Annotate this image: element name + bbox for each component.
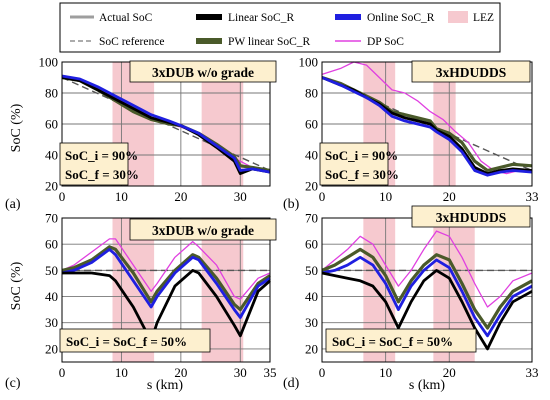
series-pw-linear-soc-r-c — [61, 245, 271, 312]
xlabel-bottom-left: s (km) — [147, 378, 184, 393]
xtick-label-c-30: 30 — [234, 365, 247, 380]
ytick-label-b-80: 80 — [305, 86, 318, 101]
ytick-label-a-80: 80 — [45, 86, 58, 101]
series-linear-soc-r-c — [62, 268, 271, 343]
ytick-label-b-40: 40 — [305, 148, 318, 163]
series-online-soc-r-b — [321, 76, 533, 177]
ylabel-bottom-left: SoC (%) — [9, 261, 24, 310]
panel-letter-d: (d) — [283, 376, 300, 391]
panel-a-ann1: SoC_i = 90% — [65, 148, 138, 163]
panel-c-title-box — [129, 218, 277, 241]
panel-d-annotations: 3xHDUDDS SoC_i = SoC_f = 50% — [325, 205, 531, 353]
ytick-label-b-100: 100 — [299, 55, 319, 70]
ytick-label-c-30: 30 — [45, 315, 58, 330]
ytick-label-d-70: 70 — [305, 211, 318, 226]
legend-label-linear: Linear SoC_R — [228, 12, 294, 24]
panel-letter-a: (a) — [5, 197, 21, 212]
xtick-label-c-10: 10 — [115, 365, 128, 380]
ylabel-top-left: SoC (%) — [9, 103, 24, 152]
legend-label-reference: SoC reference — [99, 36, 164, 48]
xtick-label-b-33: 33 — [526, 189, 539, 204]
panel-b-title: 3xHDUDDS — [436, 65, 507, 80]
ytick-label-d-30: 30 — [305, 315, 318, 330]
ytick-label-a-60: 60 — [45, 117, 58, 132]
legend-swatch-lez — [448, 11, 468, 23]
xtick-label-a-20: 20 — [174, 189, 187, 204]
panel-d-ann1: SoC_i = SoC_f = 50% — [332, 334, 453, 349]
xtick-label-a-0: 0 — [59, 189, 66, 204]
panel-d-title-box — [411, 205, 531, 228]
xtick-label-d-0: 0 — [319, 365, 326, 380]
xtick-label-b-20: 20 — [443, 189, 456, 204]
ytick-label-c-20: 20 — [45, 341, 58, 356]
panel-d-title: 3xHDUDDS — [436, 210, 507, 225]
series-dp-soc-c — [61, 238, 271, 300]
xtick-label-d-33: 33 — [526, 365, 539, 380]
panel-d-ann-box — [325, 328, 477, 353]
xtick-label-c-0: 0 — [59, 365, 66, 380]
xtick-label-d-10: 10 — [379, 365, 392, 380]
series-online-soc-r-d — [321, 255, 533, 338]
panel-a-title-box — [129, 60, 277, 83]
panel-letter-b: (b) — [283, 197, 300, 212]
legend-label-online: Online SoC_R — [367, 12, 435, 24]
xtick-label-d-20: 20 — [443, 365, 456, 380]
panel-d: 0 10 20 33 20 30 40 50 60 70 — [305, 211, 539, 381]
panel-a-ann2: SoC_f = 30% — [65, 167, 139, 182]
legend: Actual SoC Linear SoC_R Online SoC_R LEZ… — [59, 2, 501, 53]
xtick-label-b-0: 0 — [319, 189, 326, 204]
xlabel-bottom-right: s (km) — [409, 378, 446, 393]
ytick-label-c-70: 70 — [45, 211, 58, 226]
ytick-label-d-40: 40 — [305, 289, 318, 304]
ytick-label-b-20: 20 — [305, 179, 318, 194]
ytick-label-d-50: 50 — [305, 263, 318, 278]
xtick-label-c-35: 35 — [264, 365, 277, 380]
panel-b-ann1: SoC_i = 90% — [325, 148, 398, 163]
panel-b-title-box — [411, 60, 531, 83]
ytick-label-a-100: 100 — [39, 55, 59, 70]
ytick-label-a-40: 40 — [45, 148, 58, 163]
xtick-label-c-20: 20 — [174, 365, 187, 380]
ytick-label-a-20: 20 — [45, 179, 58, 194]
panel-a-ann-box — [59, 142, 129, 186]
panel-a-title: 3xDUB w/o grade — [152, 65, 254, 80]
legend-label-dp: DP SoC — [367, 36, 404, 48]
legend-box — [59, 2, 501, 53]
panel-b-ann-box — [319, 142, 389, 186]
panel-c-title: 3xDUB w/o grade — [152, 223, 254, 238]
ytick-label-c-60: 60 — [45, 237, 58, 252]
plot-frame-c — [61, 217, 271, 363]
panel-c-annotations: 3xDUB w/o grade SoC_i = SoC_f = 50% — [59, 218, 277, 353]
panel-b-annotations: 3xHDUDDS SoC_i = 90% SoC_f = 30% — [319, 60, 531, 186]
ytick-label-c-50: 50 — [45, 263, 58, 278]
panel-b-ann2: SoC_f = 30% — [325, 167, 399, 182]
series-linear-soc-r-d — [321, 268, 533, 351]
series-dp-soc-d — [321, 230, 533, 308]
series-online-soc-r-a — [61, 74, 271, 174]
legend-label-pw-linear: PW linear SoC_R — [228, 36, 311, 48]
panel-a-annotations: 3xDUB w/o grade SoC_i = 90% SoC_f = 30% — [59, 60, 277, 186]
legend-label-lez: LEZ — [473, 12, 494, 24]
ytick-label-b-60: 60 — [305, 117, 318, 132]
panel-letter-c: (c) — [5, 376, 21, 391]
series-online-soc-r-c — [61, 247, 271, 319]
xtick-label-b-10: 10 — [379, 189, 392, 204]
panel-c-ann-box — [59, 328, 211, 353]
ytick-label-d-60: 60 — [305, 237, 318, 252]
xtick-label-a-10: 10 — [115, 189, 128, 204]
xtick-label-a-30: 30 — [234, 189, 247, 204]
legend-label-actual-soc: Actual SoC — [99, 12, 153, 24]
panel-c-ann1: SoC_i = SoC_f = 50% — [66, 334, 187, 349]
ytick-label-c-40: 40 — [45, 289, 58, 304]
series-pw-linear-soc-r-d — [321, 247, 533, 330]
ytick-label-d-20: 20 — [305, 341, 318, 356]
